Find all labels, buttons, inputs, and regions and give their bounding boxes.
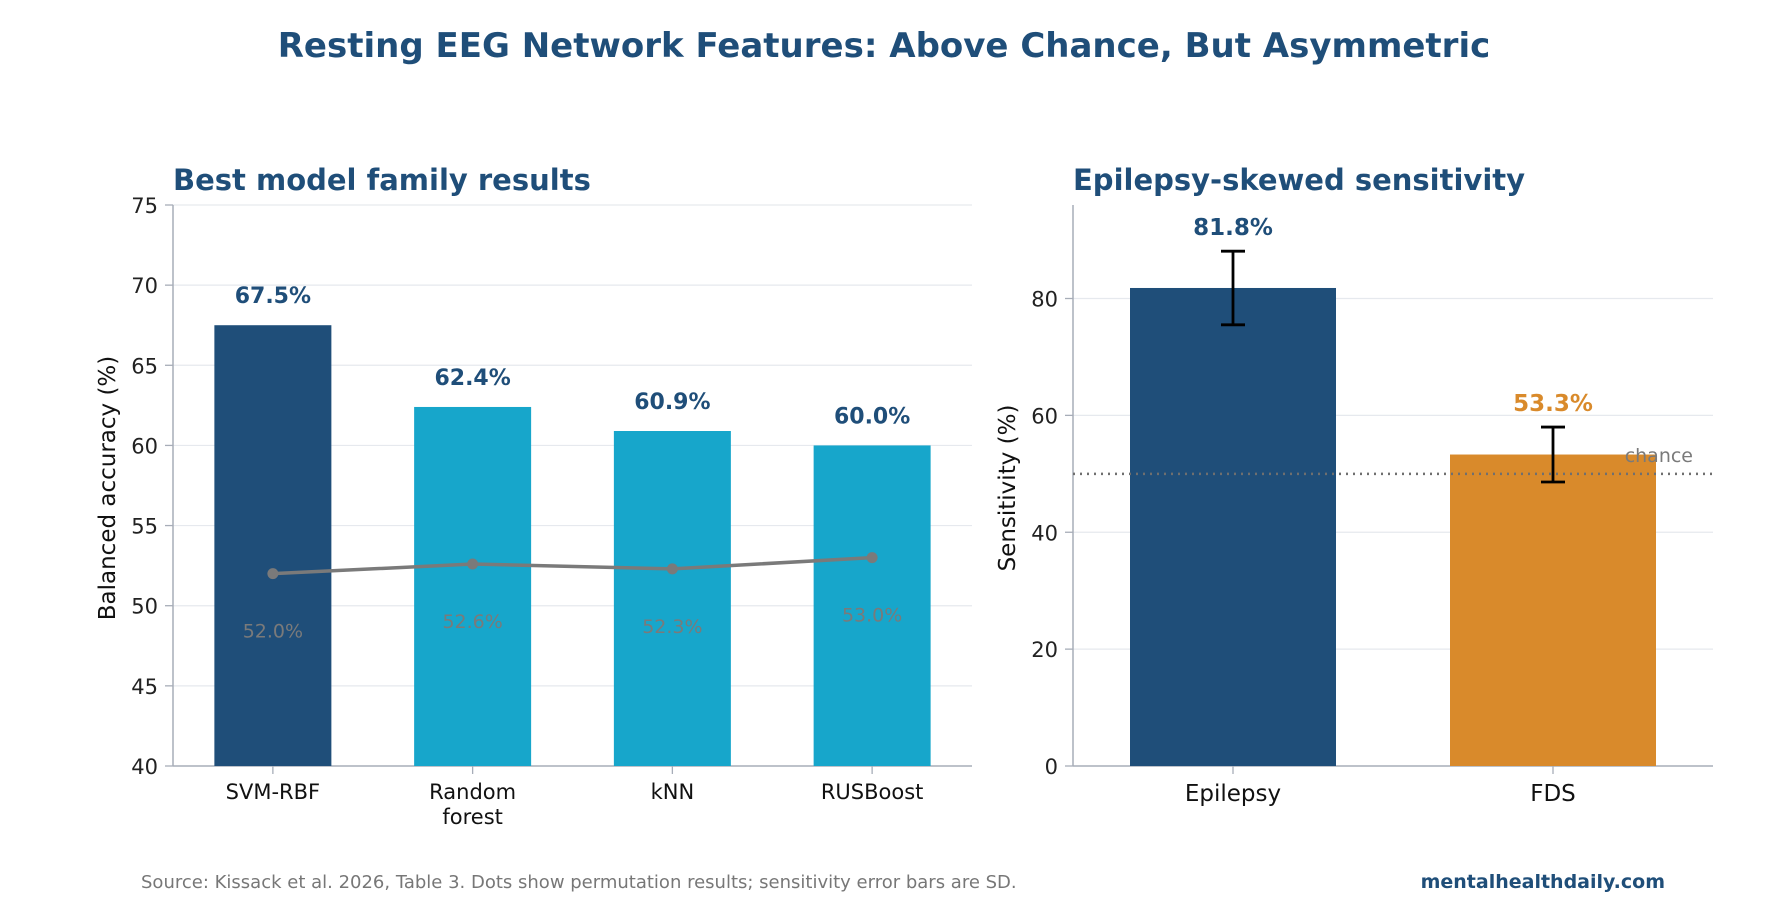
y-tick-label: 50 (131, 595, 158, 619)
permutation-dot (467, 558, 479, 570)
sensitivity-chart: Epilepsy-skewed sensitivity Sensitivity … (995, 163, 1713, 807)
bar (414, 406, 532, 766)
permutation-dot (866, 552, 878, 564)
x-tick-label: SVM-RBF (226, 780, 320, 804)
sensitivity-y-axis-label: Sensitivity (%) (995, 405, 1021, 572)
x-tick-label: kNN (651, 780, 695, 804)
permutation-line (272, 555, 873, 576)
bar-value-label: 62.4% (434, 366, 510, 391)
accuracy-chart-title: Best model family results (173, 163, 591, 197)
x-tick-label: forest (442, 805, 503, 829)
bar-value-label: 67.5% (235, 284, 311, 309)
y-tick-label: 55 (131, 515, 158, 539)
bar (1130, 287, 1336, 766)
permutation-dot (666, 563, 678, 575)
y-tick-label: 45 (131, 675, 158, 699)
bar-value-label: 60.0% (834, 404, 910, 429)
permutation-dot (267, 568, 279, 580)
y-tick-label: 0 (1045, 755, 1058, 779)
x-tick-label: FDS (1530, 781, 1576, 807)
x-tick-label: RUSBoost (821, 780, 924, 804)
permutation-label: 52.0% (243, 621, 303, 643)
brand-link[interactable]: mentalhealthdaily.com (1421, 871, 1665, 893)
figure-title: Resting EEG Network Features: Above Chan… (278, 26, 1491, 66)
y-tick-label: 20 (1031, 638, 1058, 662)
permutation-label: 52.3% (642, 616, 702, 638)
permutation-label: 52.6% (442, 611, 502, 633)
bar-value-label: 60.9% (634, 390, 710, 415)
bar (214, 325, 332, 766)
y-tick-label: 80 (1031, 288, 1058, 312)
chance-label: chance (1625, 445, 1693, 467)
source-note: Source: Kissack et al. 2026, Table 3. Do… (141, 872, 1017, 893)
sensitivity-chart-title: Epilepsy-skewed sensitivity (1073, 163, 1525, 197)
x-tick-label: Epilepsy (1185, 781, 1281, 807)
y-tick-label: 40 (1031, 521, 1058, 545)
permutation-label: 53.0% (842, 605, 902, 627)
bar-value-label: 53.3% (1513, 391, 1593, 417)
accuracy-y-axis-label: Balanced accuracy (%) (95, 356, 121, 621)
y-tick-label: 60 (131, 434, 158, 458)
x-tick-label: Random (429, 780, 516, 804)
accuracy-chart: Best model family results Balanced accur… (95, 163, 972, 829)
y-tick-label: 70 (131, 274, 158, 298)
bar (1450, 454, 1656, 766)
bar-value-label: 81.8% (1193, 215, 1273, 241)
bar (813, 445, 931, 766)
y-tick-label: 65 (131, 354, 158, 378)
bar (613, 431, 731, 766)
y-tick-label: 60 (1031, 404, 1058, 428)
y-tick-label: 75 (131, 194, 158, 218)
y-tick-label: 40 (131, 755, 158, 779)
